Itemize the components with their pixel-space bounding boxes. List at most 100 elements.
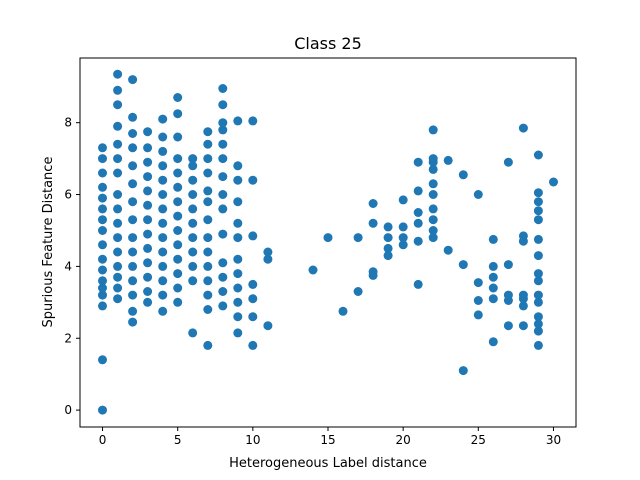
data-point [113, 272, 123, 282]
data-point [188, 276, 198, 286]
data-point [218, 301, 228, 311]
data-point [398, 233, 408, 243]
data-point [98, 405, 107, 415]
data-point [173, 109, 183, 119]
data-point [128, 215, 138, 225]
data-point [248, 294, 258, 304]
data-point [533, 150, 543, 160]
data-point [488, 272, 498, 282]
data-point [263, 247, 273, 257]
data-point [518, 123, 528, 133]
data-point [518, 231, 528, 241]
data-point [533, 206, 543, 216]
data-point [188, 204, 198, 214]
data-point [128, 233, 138, 243]
data-point [188, 328, 198, 338]
data-point [188, 261, 198, 271]
data-point [233, 175, 243, 185]
data-point [113, 139, 123, 149]
data-point [158, 161, 168, 171]
data-point [173, 269, 183, 279]
data-point [533, 312, 543, 322]
data-point [98, 182, 107, 192]
data-point [443, 245, 453, 255]
data-point [128, 261, 138, 271]
y-axis-ticks: 0 2 4 6 8 [64, 116, 80, 417]
data-point [158, 146, 168, 156]
data-point [218, 258, 228, 268]
data-point [173, 211, 183, 221]
data-point [173, 283, 183, 293]
y-tick-label: 0 [64, 403, 72, 417]
data-point [398, 195, 408, 205]
data-point [218, 272, 228, 282]
data-point [203, 215, 213, 225]
data-points [98, 69, 558, 415]
data-point [173, 226, 183, 235]
data-point [203, 233, 213, 243]
y-axis-label: Spurious Feature Distance [41, 157, 56, 328]
data-point [263, 254, 273, 264]
data-point [413, 186, 423, 196]
data-point [98, 254, 107, 264]
y-tick-label: 8 [64, 116, 72, 130]
data-point [128, 143, 138, 153]
data-point [353, 287, 363, 296]
data-point [413, 236, 423, 246]
data-point [143, 172, 153, 182]
data-point [113, 168, 123, 178]
data-point [518, 321, 528, 331]
data-point [473, 310, 483, 320]
data-point [203, 154, 213, 164]
data-point [188, 233, 198, 243]
data-point [218, 204, 228, 214]
data-point [428, 179, 438, 189]
data-point [533, 234, 543, 244]
data-point [143, 127, 153, 137]
data-point [173, 240, 183, 250]
data-point [143, 143, 153, 153]
data-point [158, 204, 168, 214]
data-point [113, 233, 123, 243]
data-point [383, 243, 393, 253]
data-point [98, 193, 107, 203]
data-point [143, 258, 153, 268]
data-point [488, 337, 498, 347]
data-point [113, 294, 123, 304]
x-tick-label: 25 [471, 433, 486, 447]
y-tick-label: 2 [64, 331, 72, 345]
data-point [338, 306, 348, 316]
data-point [263, 321, 273, 331]
data-point [143, 186, 153, 196]
data-point [128, 306, 138, 316]
data-point [113, 154, 123, 164]
data-point [143, 243, 153, 253]
data-point [143, 215, 153, 225]
data-point [383, 222, 393, 232]
data-point [533, 326, 543, 336]
data-point [368, 267, 378, 277]
data-point [248, 340, 258, 350]
data-point [128, 290, 138, 300]
data-point [218, 125, 228, 135]
data-point [98, 154, 107, 164]
data-point [428, 215, 438, 225]
x-tick-label: 5 [174, 433, 182, 447]
data-point [143, 297, 153, 307]
data-point [428, 204, 438, 214]
y-tick-label: 6 [64, 188, 72, 202]
data-point [98, 355, 107, 365]
x-axis-ticks: 0 5 10 15 20 25 30 [99, 427, 561, 447]
data-point [188, 175, 198, 185]
data-point [308, 265, 318, 275]
data-point [488, 234, 498, 244]
data-point [203, 127, 213, 137]
data-point [428, 164, 438, 174]
data-point [533, 340, 543, 350]
data-point [113, 204, 123, 214]
data-point [233, 197, 243, 207]
data-point [98, 265, 107, 275]
data-point [533, 276, 543, 286]
data-point [233, 312, 243, 322]
